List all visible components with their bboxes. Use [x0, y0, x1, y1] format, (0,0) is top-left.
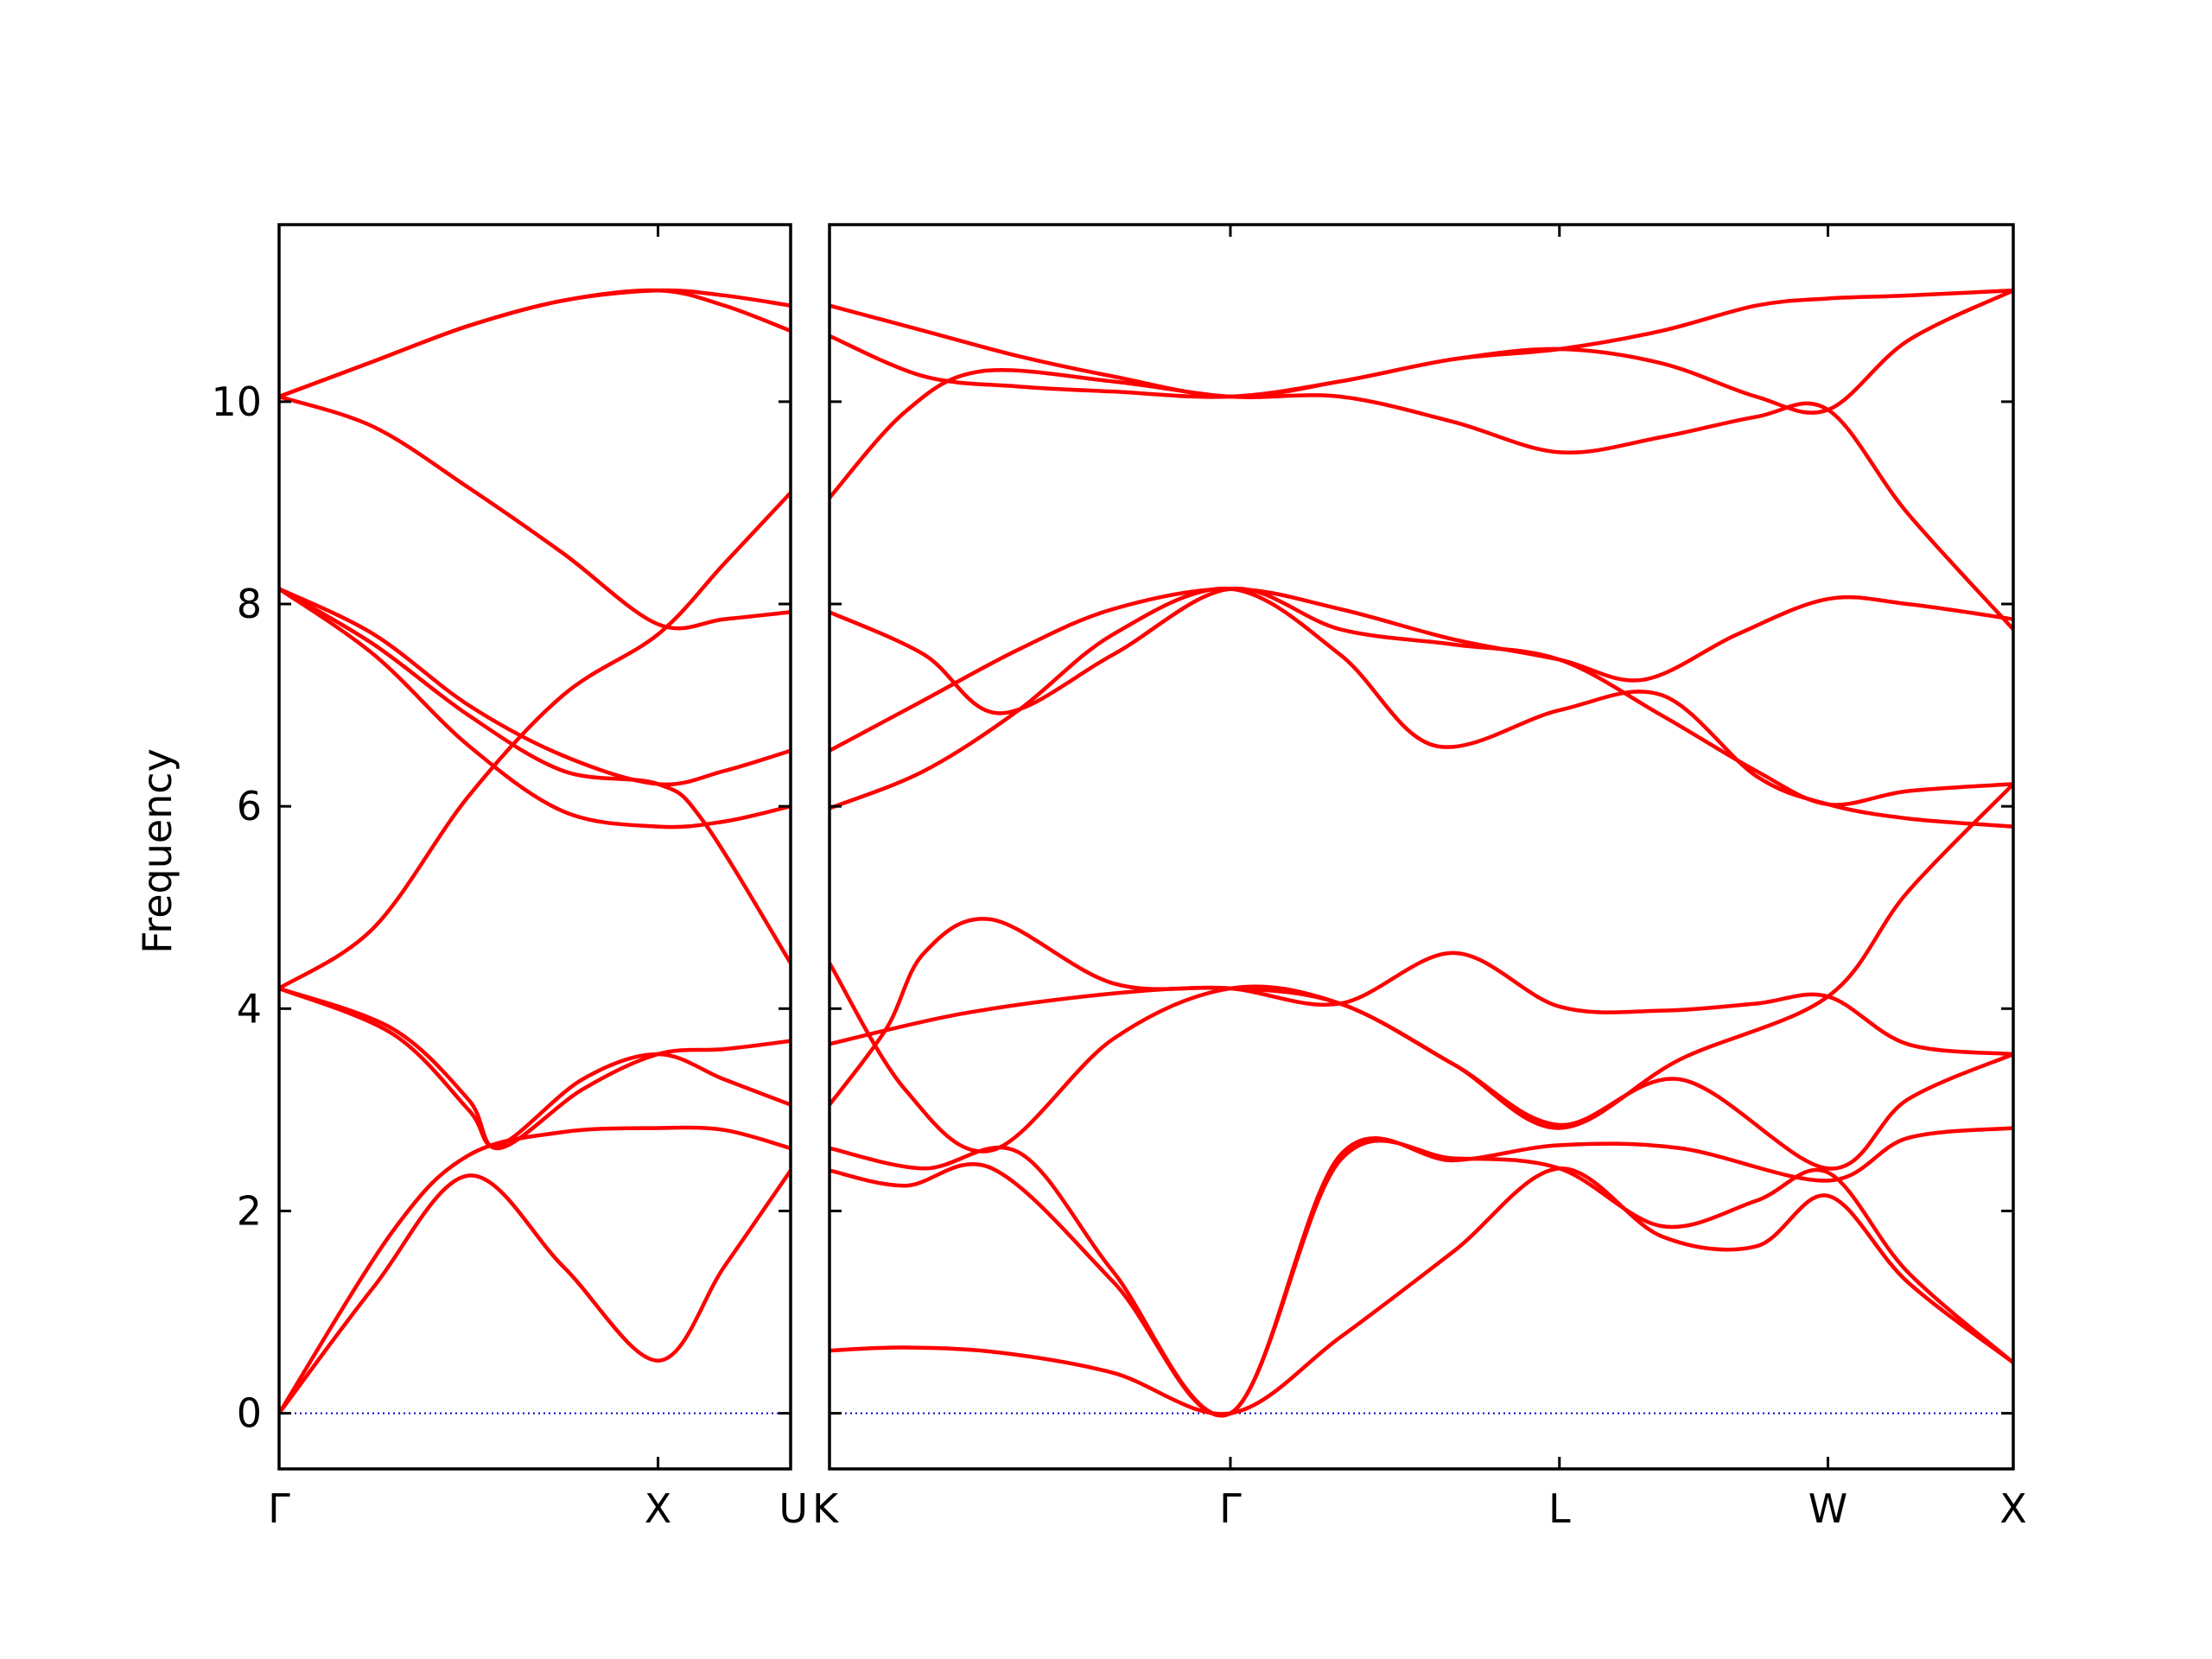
x-tick-label: U	[779, 1485, 808, 1532]
band-line-9	[279, 394, 791, 631]
x-tick-label: Γ	[1219, 1485, 1242, 1532]
x-tick-label: K	[812, 1485, 840, 1532]
band-line-12	[830, 288, 2013, 399]
band-line-1	[830, 1166, 2013, 1416]
band-line-7	[279, 587, 791, 965]
x-tick-label: X	[1999, 1485, 2027, 1532]
band-line-6	[279, 587, 791, 830]
band-line-3	[830, 1126, 2013, 1418]
band-line-8	[830, 586, 2013, 807]
x-tick-label: X	[645, 1485, 672, 1532]
plot-layer: 0 2 4 6 8 10 Γ X U K Γ L W X	[211, 223, 2027, 1532]
panel-1: 0 2 4 6 8 10 Γ X U	[211, 223, 808, 1532]
band-line-7	[830, 586, 2013, 829]
band-line-9	[830, 587, 2013, 753]
band-line-10	[830, 368, 2013, 632]
band-line-8	[279, 587, 791, 787]
y-axis-title: Frequency	[134, 748, 181, 954]
y-tick-label: 2	[237, 1187, 262, 1234]
band-line-5	[279, 490, 791, 991]
y-tick-label: 6	[237, 783, 262, 830]
y-tick-label: 4	[237, 985, 262, 1032]
band-line-11	[279, 288, 791, 399]
y-tick-label: 8	[237, 581, 262, 627]
y-tick-label: 10	[211, 378, 262, 425]
bands-group	[279, 288, 791, 1415]
x-tick-label: W	[1808, 1485, 1847, 1532]
band-line-5	[830, 961, 2013, 1171]
x-tick-label: L	[1548, 1485, 1571, 1532]
bands-group	[830, 288, 2013, 1418]
y-tick-label: 0	[237, 1390, 262, 1437]
band-line-1	[279, 1168, 791, 1415]
band-line-6	[830, 782, 2013, 1130]
x-tick-label: Γ	[268, 1485, 290, 1532]
band-line-3	[279, 986, 791, 1148]
band-line-4	[830, 917, 2013, 1107]
plot-frame	[828, 223, 2015, 1471]
band-line-2	[279, 1125, 791, 1415]
band-line-4	[279, 986, 791, 1151]
plot-frame	[277, 223, 792, 1471]
